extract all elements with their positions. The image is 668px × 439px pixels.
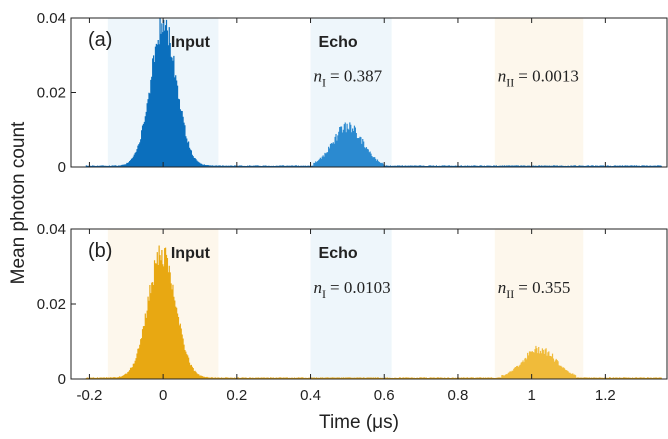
photon-number-annotation: nII = 0.355 xyxy=(498,278,571,301)
photon-number-annotation: nI = 0.0103 xyxy=(314,278,391,301)
annotation-subscript: II xyxy=(506,287,514,301)
y-tick-label: 0 xyxy=(58,159,66,176)
echo-label: Echo xyxy=(319,34,358,51)
y-tick-label: 0.04 xyxy=(37,221,66,238)
annotation-subscript: I xyxy=(322,76,326,90)
annotation-variable: n xyxy=(314,278,323,297)
x-tick-label: 1 xyxy=(527,387,535,404)
annotation-value: = 0.0013 xyxy=(518,67,579,86)
x-tick-label: 0.4 xyxy=(300,387,321,404)
panel-label: (a) xyxy=(88,29,112,51)
x-axis-title: Time (μs) xyxy=(319,412,399,433)
x-tick-label: 0 xyxy=(159,387,167,404)
input-label: Input xyxy=(171,245,211,262)
annotation-value: = 0.355 xyxy=(518,278,570,297)
input-pulse-histogram xyxy=(85,18,662,168)
echo-pulse-histogram xyxy=(313,122,384,167)
x-tick-label: -0.2 xyxy=(76,387,102,404)
input-label: Input xyxy=(171,34,211,51)
x-tick-label: 0.8 xyxy=(448,387,469,404)
shaded-region-2 xyxy=(310,229,392,379)
annotation-variable: n xyxy=(498,278,507,297)
echo-pulse-histogram xyxy=(501,345,577,379)
y-tick-label: 0 xyxy=(58,371,66,388)
input-pulse-histogram xyxy=(85,245,662,379)
annotation-variable: n xyxy=(498,67,507,86)
echo-label: Echo xyxy=(319,245,358,262)
annotation-subscript: I xyxy=(322,287,326,301)
annotation-subscript: II xyxy=(506,76,514,90)
y-tick-label: 0.04 xyxy=(37,10,66,27)
annotation-variable: n xyxy=(314,67,323,86)
annotation-value: = 0.387 xyxy=(330,67,383,86)
annotation-value: = 0.0103 xyxy=(330,278,391,297)
y-tick-label: 0.02 xyxy=(37,296,66,313)
x-axis: -0.2 0 0.2 0.4 0.6 0.8 1 1.2 xyxy=(76,387,615,404)
panel-label: (b) xyxy=(88,240,112,262)
x-tick-label: 1.2 xyxy=(595,387,616,404)
x-tick-label: 0.6 xyxy=(374,387,395,404)
photon-number-annotation: nII = 0.0013 xyxy=(498,67,579,90)
photon-number-annotation: nI = 0.387 xyxy=(314,67,383,90)
x-tick-label: 0.2 xyxy=(226,387,247,404)
y-tick-label: 0.02 xyxy=(37,85,66,102)
y-axis-title: Mean photon count xyxy=(8,121,29,284)
shaded-region-3 xyxy=(494,18,584,167)
